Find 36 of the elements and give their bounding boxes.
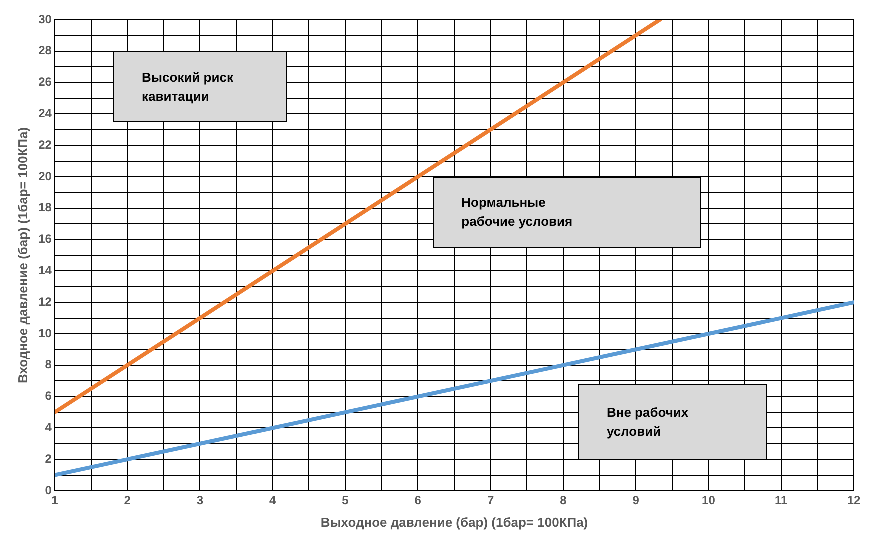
y-tick-label: 10 [38,326,52,340]
y-tick-label: 30 [38,12,52,26]
y-tick-label: 4 [45,420,52,435]
y-tick-label: 8 [45,358,52,372]
y-tick-label: 26 [38,75,52,90]
x-tick-label: 5 [342,494,350,508]
annotation: Высокий риск кавитации [142,68,234,106]
y-tick-label: 12 [38,294,52,309]
y-axis-title: Входное давление (бар) (1бар= 100КПа) [15,127,30,384]
y-tick-label: 6 [45,389,52,404]
y-tick-label: 0 [45,483,52,498]
annotation: Нормальные рабочие условия [462,194,574,232]
x-tick-label: 12 [847,494,861,508]
x-axis-title: Выходное давление (бар) (1бар= 100КПа) [320,514,588,530]
x-tick-label: 10 [702,494,716,508]
x-tick-label: 11 [775,494,788,508]
x-tick-label: 6 [414,494,422,508]
x-tick-label: 1 [52,494,59,508]
x-tick-label: 3 [196,494,204,508]
y-tick-label: 2 [45,452,52,466]
x-tick-label: 4 [270,494,277,508]
x-tick-label: 7 [487,494,494,508]
annotation: Вне рабочих условий [606,404,690,441]
x-tick-label: 2 [124,494,132,508]
note-box: Вне рабочих условий [578,384,767,460]
y-tick-label: 18 [38,200,52,215]
y-tick-label: 22 [38,138,52,152]
y-tick-label: 16 [38,232,52,246]
note-box: Высокий риск кавитации [113,51,288,122]
x-tick-label: 8 [560,494,568,508]
y-tick-label: 20 [38,169,52,184]
y-tick-label: 28 [38,44,52,58]
y-tick-label: 14 [38,264,52,278]
y-tick-label: 24 [38,106,52,121]
x-tick-label: 9 [632,494,640,508]
note-box: Нормальные рабочие условия [432,177,702,248]
